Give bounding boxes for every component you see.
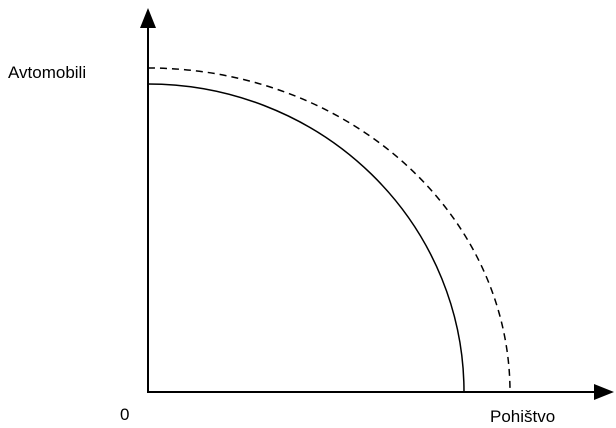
y-axis-label: Avtomobili [8, 63, 86, 82]
y-axis-arrow-icon [140, 8, 156, 28]
shifted-frontier-curve [147, 67, 511, 393]
x-axis-label: Pohištvo [490, 407, 555, 426]
original-frontier-curve [147, 83, 465, 393]
origin-label: 0 [120, 405, 129, 424]
x-axis-arrow-icon [594, 384, 614, 400]
